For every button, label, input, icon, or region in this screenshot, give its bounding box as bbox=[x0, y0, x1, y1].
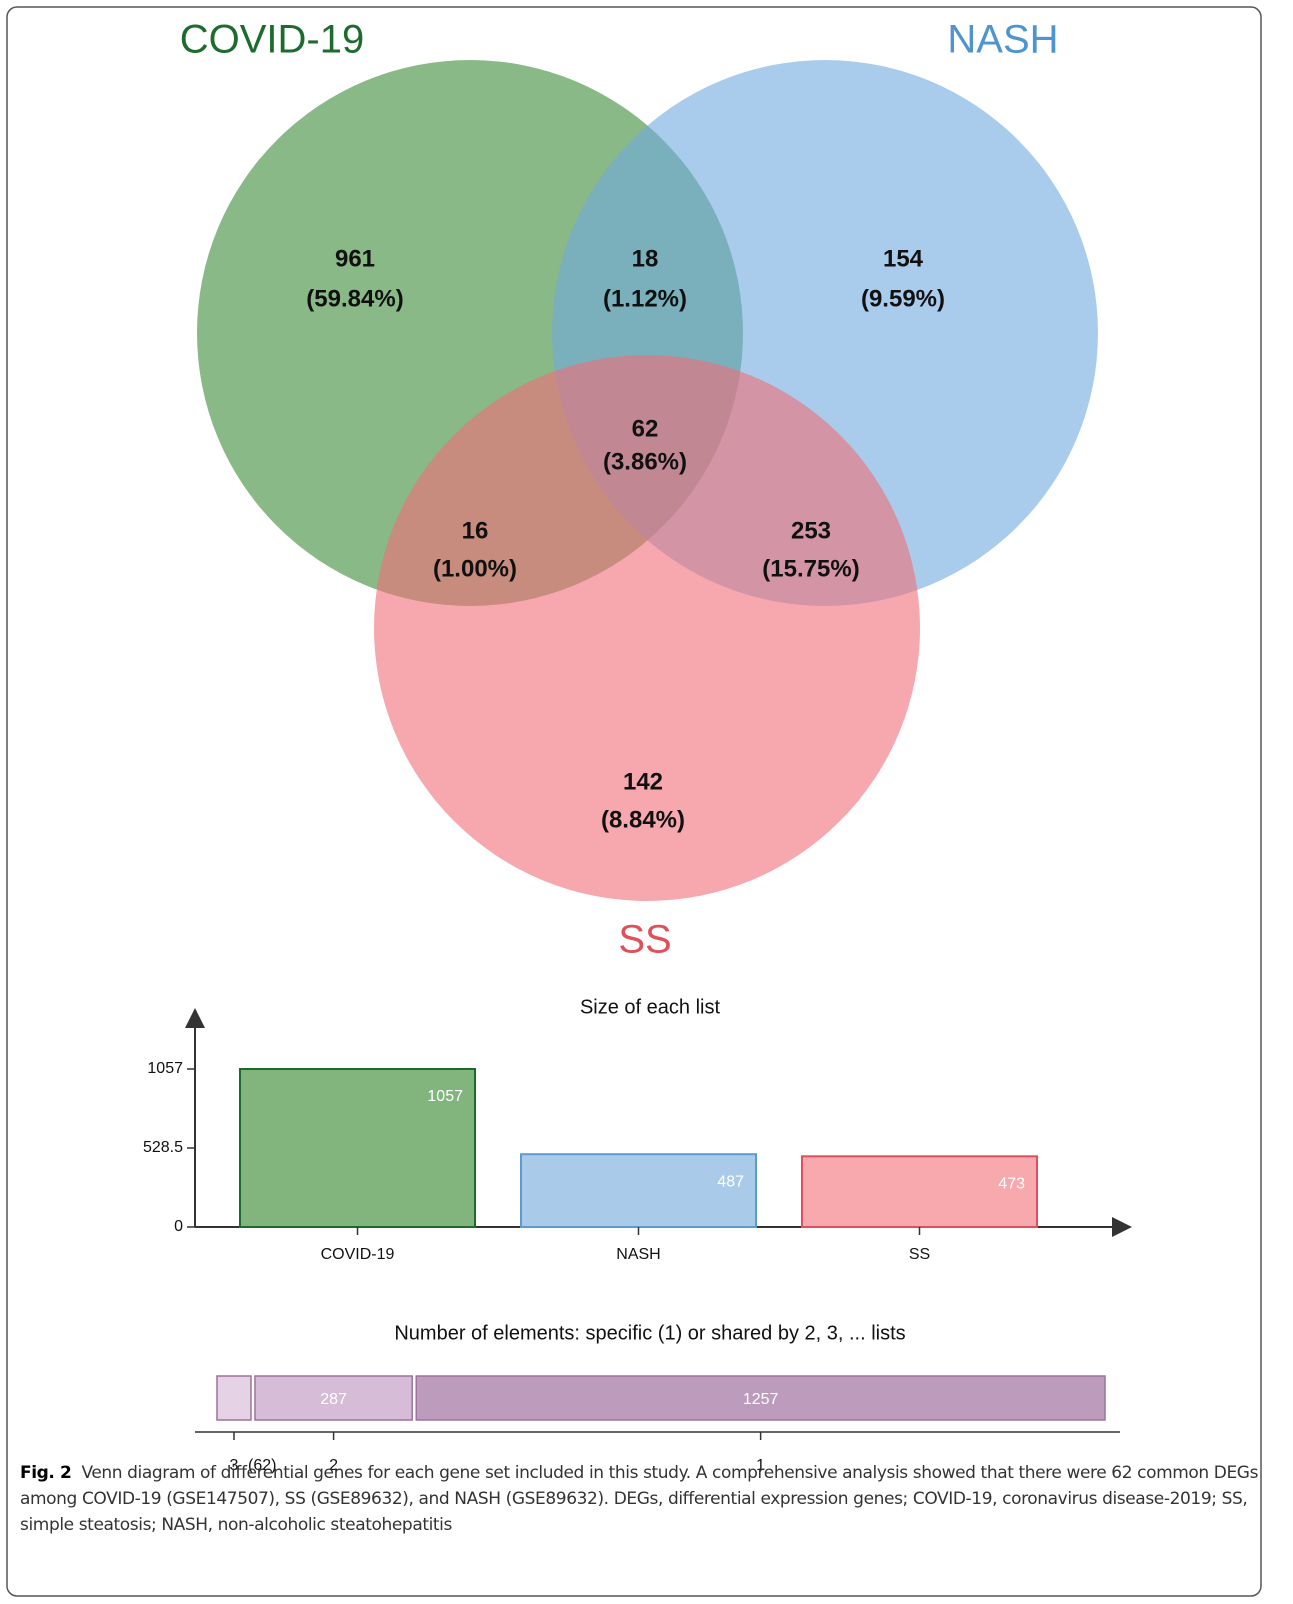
region-percent: (15.75%) bbox=[762, 555, 859, 582]
caption: Fig. 2 Venn diagram of differential gene… bbox=[20, 1460, 1260, 1538]
region-percent: (3.86%) bbox=[603, 448, 687, 475]
y-tick-label: 528.5 bbox=[143, 1139, 183, 1156]
segment bbox=[216, 1375, 252, 1421]
bar-value-label: 1057 bbox=[427, 1088, 463, 1105]
x-tick-label: 1 bbox=[756, 1457, 765, 1474]
set-label: NASH bbox=[947, 18, 1058, 62]
chart-title: Size of each list bbox=[580, 996, 721, 1018]
region-percent: (8.84%) bbox=[601, 806, 685, 833]
y-tick-label: 1057 bbox=[147, 1060, 183, 1077]
set-circle bbox=[374, 355, 920, 901]
bar bbox=[520, 1153, 757, 1228]
region-count: 18 bbox=[632, 245, 659, 272]
segment-value-label: (62) bbox=[248, 1457, 276, 1474]
bar bbox=[239, 1068, 476, 1228]
region-percent: (1.12%) bbox=[603, 285, 687, 312]
bar-value-label: 473 bbox=[998, 1176, 1025, 1193]
set-label: SS bbox=[618, 918, 671, 962]
x-tick-label: 3 bbox=[230, 1457, 239, 1474]
segment-value-label: 1257 bbox=[743, 1391, 779, 1408]
y-tick-label: 0 bbox=[174, 1218, 183, 1235]
region-percent: (59.84%) bbox=[306, 285, 403, 312]
region-count: 253 bbox=[791, 517, 831, 544]
region-percent: (1.00%) bbox=[433, 555, 517, 582]
region-count: 62 bbox=[632, 415, 659, 442]
x-tick-label: COVID-19 bbox=[321, 1246, 395, 1263]
segment bbox=[415, 1375, 1106, 1421]
set-label: COVID-19 bbox=[180, 18, 365, 62]
region-percent: (9.59%) bbox=[861, 285, 945, 312]
region-count: 154 bbox=[883, 245, 924, 272]
segment bbox=[254, 1375, 413, 1421]
x-tick-label: NASH bbox=[616, 1246, 660, 1263]
caption-label: Fig. 2 bbox=[20, 1463, 72, 1483]
region-count: 142 bbox=[623, 768, 663, 795]
region-count: 961 bbox=[335, 245, 375, 272]
frame bbox=[6, 6, 1262, 1597]
bar-value-label: 487 bbox=[717, 1173, 744, 1190]
chart-title: Number of elements: specific (1) or shar… bbox=[394, 1322, 905, 1344]
x-tick-label: 2 bbox=[329, 1457, 338, 1474]
x-tick-label: SS bbox=[909, 1246, 930, 1263]
segment-value-label: 287 bbox=[320, 1391, 347, 1408]
caption-text: Venn diagram of differential genes for e… bbox=[20, 1463, 1259, 1535]
region-count: 16 bbox=[462, 517, 489, 544]
